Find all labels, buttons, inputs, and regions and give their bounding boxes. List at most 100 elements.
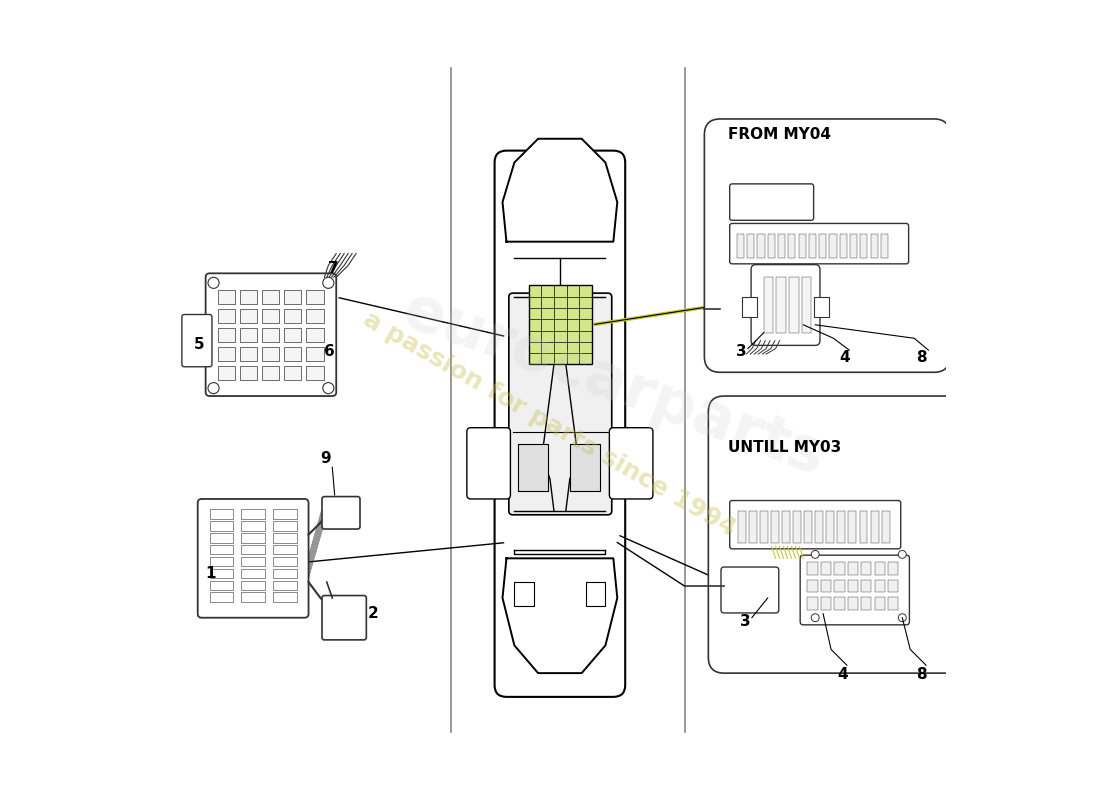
FancyBboxPatch shape [609, 428, 653, 499]
Bar [210, 545, 233, 554]
Bar [804, 511, 812, 542]
Bar [860, 234, 868, 258]
Bar [821, 597, 830, 610]
Text: 4: 4 [839, 350, 849, 365]
Bar [758, 234, 764, 258]
Bar [529, 286, 592, 364]
Bar [737, 234, 744, 258]
Bar [820, 234, 826, 258]
Bar [273, 545, 297, 554]
Bar [848, 580, 858, 592]
Bar [240, 366, 257, 380]
Bar [782, 511, 790, 542]
Bar [799, 234, 805, 258]
Bar [821, 562, 830, 575]
Bar [850, 234, 857, 258]
Circle shape [208, 278, 219, 288]
Bar [771, 511, 779, 542]
Circle shape [899, 550, 906, 558]
Bar [834, 597, 845, 610]
Text: 8: 8 [916, 350, 927, 365]
Circle shape [208, 382, 219, 394]
Bar [284, 366, 301, 380]
Circle shape [812, 614, 820, 622]
Bar [874, 597, 884, 610]
Bar [273, 581, 297, 590]
FancyBboxPatch shape [322, 497, 360, 529]
Bar [848, 511, 857, 542]
Bar [273, 533, 297, 542]
Bar [870, 511, 879, 542]
FancyBboxPatch shape [206, 274, 337, 396]
FancyBboxPatch shape [322, 595, 366, 640]
Bar [273, 592, 297, 602]
Bar [218, 290, 235, 304]
FancyBboxPatch shape [495, 150, 625, 697]
Text: 5: 5 [194, 337, 205, 351]
Text: a passion for parts since 1994: a passion for parts since 1994 [360, 307, 740, 541]
Bar [241, 592, 265, 602]
Text: 3: 3 [740, 614, 750, 629]
Bar [834, 580, 845, 592]
Circle shape [812, 550, 820, 558]
Text: 3: 3 [736, 345, 747, 359]
Bar [874, 562, 884, 575]
Bar [241, 581, 265, 590]
Bar [861, 562, 871, 575]
Bar [240, 347, 257, 362]
Bar [218, 309, 235, 323]
Text: 9: 9 [320, 451, 331, 466]
Bar [848, 562, 858, 575]
FancyBboxPatch shape [800, 555, 910, 625]
Bar [241, 557, 265, 566]
FancyBboxPatch shape [466, 428, 510, 499]
Bar [210, 557, 233, 566]
Bar [870, 234, 878, 258]
Text: 7: 7 [328, 262, 339, 276]
Polygon shape [503, 558, 617, 673]
Bar [262, 290, 279, 304]
Bar [284, 309, 301, 323]
Bar [763, 278, 773, 333]
Bar [882, 511, 890, 542]
Bar [585, 582, 605, 606]
Bar [284, 290, 301, 304]
Bar [306, 290, 323, 304]
Bar [273, 557, 297, 566]
FancyBboxPatch shape [720, 567, 779, 613]
Bar [262, 347, 279, 362]
Bar [778, 234, 785, 258]
Bar [273, 521, 297, 530]
Bar [273, 510, 297, 518]
FancyBboxPatch shape [729, 184, 814, 220]
Bar [241, 521, 265, 530]
Bar [837, 511, 845, 542]
Bar [240, 309, 257, 323]
FancyBboxPatch shape [708, 396, 961, 673]
Bar [861, 597, 871, 610]
Bar [829, 234, 837, 258]
Bar [747, 234, 755, 258]
Bar [284, 347, 301, 362]
Bar [210, 569, 233, 578]
Bar [789, 278, 799, 333]
Bar [789, 234, 795, 258]
Bar [241, 545, 265, 554]
Bar [240, 290, 257, 304]
Bar [306, 366, 323, 380]
Bar [874, 580, 884, 592]
Bar [262, 328, 279, 342]
Circle shape [899, 614, 906, 622]
Bar [881, 234, 888, 258]
Bar [306, 328, 323, 342]
Bar [814, 297, 828, 317]
Bar [859, 511, 868, 542]
Text: FROM MY04: FROM MY04 [728, 127, 832, 142]
Bar [888, 580, 899, 592]
Bar [518, 443, 549, 491]
Bar [218, 328, 235, 342]
Bar [768, 234, 774, 258]
Bar [777, 278, 785, 333]
Bar [826, 511, 834, 542]
Bar [839, 234, 847, 258]
